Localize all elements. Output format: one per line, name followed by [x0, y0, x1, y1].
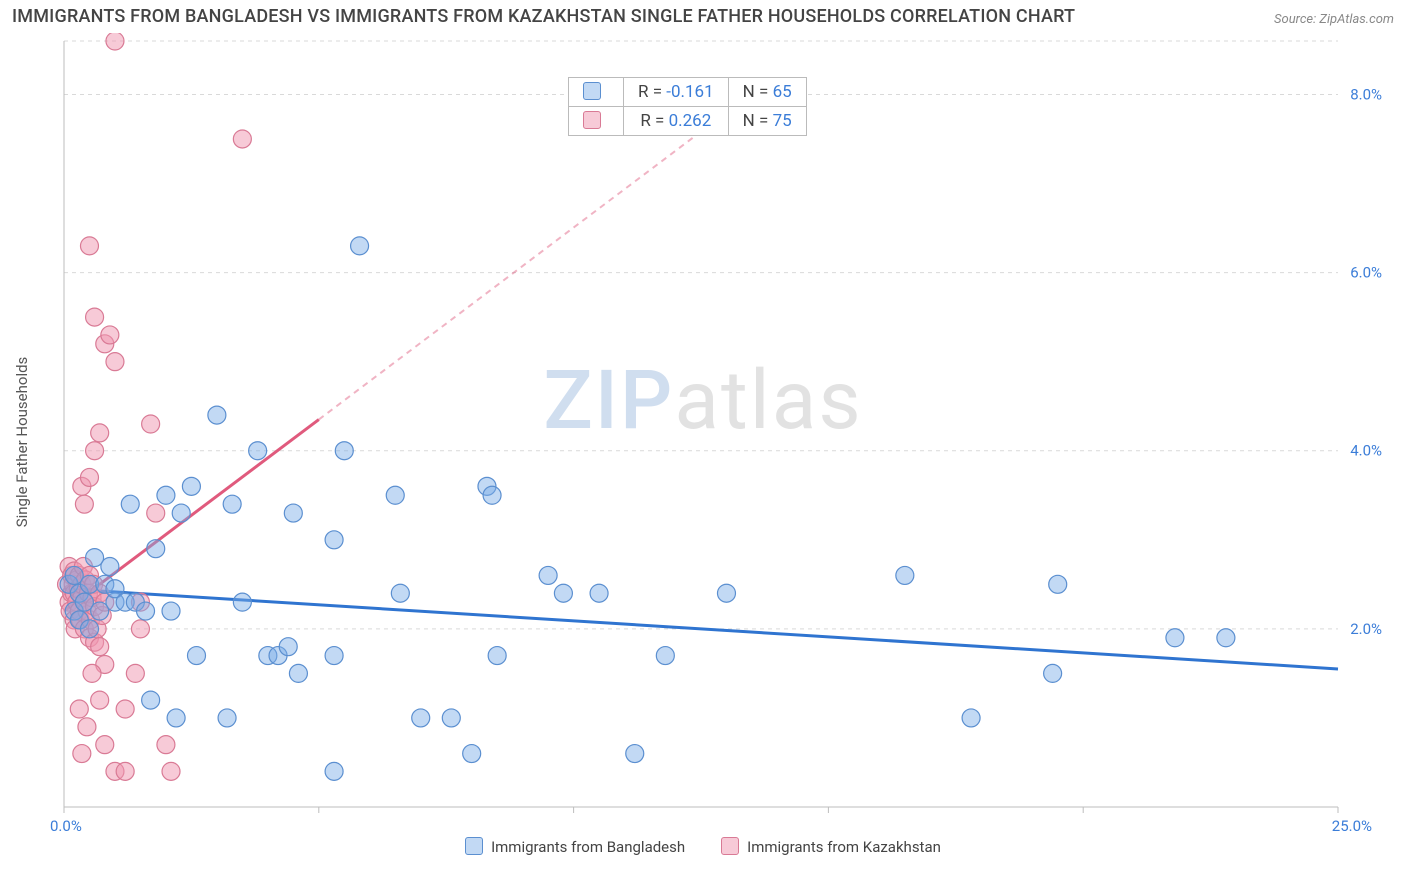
source-label: Source: ZipAtlas.com [1274, 12, 1394, 27]
legend-n: N = 65 [728, 78, 806, 107]
svg-text:25.0%: 25.0% [1332, 817, 1372, 833]
svg-text:2.0%: 2.0% [1350, 620, 1382, 638]
bottom-legend-item: Immigrants from Bangladesh [465, 837, 685, 856]
scatter-chart: 2.0% 4.0% 6.0% 8.0% 0.0% 25.0% [8, 33, 1398, 833]
legend-swatch [569, 107, 624, 136]
legend-r: R = 0.262 [624, 107, 729, 136]
legend-swatch [569, 78, 624, 107]
svg-text:6.0%: 6.0% [1350, 264, 1382, 282]
chart-area: Single Father Households 2.0% 4.0% 6.0% 8.0… [8, 33, 1398, 833]
legend-n: N = 75 [728, 107, 806, 136]
bottom-legend: Immigrants from Bangladesh Immigrants fro… [0, 837, 1406, 856]
svg-text:4.0%: 4.0% [1350, 442, 1382, 460]
svg-text:8.0%: 8.0% [1350, 85, 1382, 103]
stats-legend: R = -0.161N = 65R = 0.262N = 75 [568, 77, 807, 136]
bottom-legend-item: Immigrants from Kazakhstan [721, 837, 941, 856]
legend-r: R = -0.161 [624, 78, 729, 107]
y-axis-label: Single Father Households [13, 357, 31, 528]
svg-text:0.0%: 0.0% [50, 817, 82, 833]
chart-title: IMMIGRANTS FROM BANGLADESH VS IMMIGRANTS… [12, 6, 1075, 27]
